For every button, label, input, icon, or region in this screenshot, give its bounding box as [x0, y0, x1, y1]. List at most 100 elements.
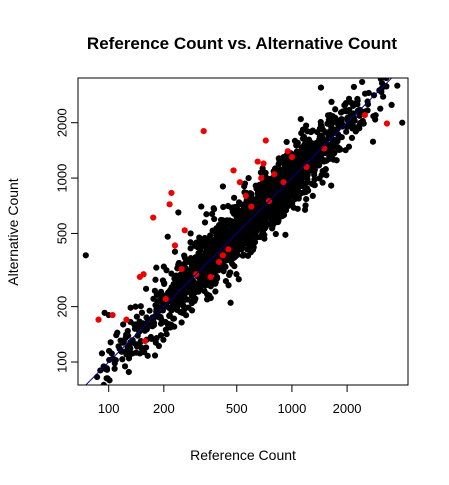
highlight-point: [207, 273, 214, 281]
data-point: [227, 299, 234, 306]
y-axis: 100 200 500 1000 2000: [55, 108, 79, 373]
data-point: [388, 101, 395, 108]
data-point: [233, 213, 240, 220]
data-point: [282, 207, 290, 214]
data-point: [170, 315, 178, 322]
data-point: [181, 252, 188, 259]
data-point: [386, 64, 392, 70]
data-point: [150, 322, 157, 329]
data-point: [219, 183, 226, 190]
data-point: [150, 295, 157, 302]
y-tick-label: 500: [55, 223, 70, 245]
data-point: [305, 136, 313, 143]
data-point: [193, 256, 200, 263]
data-point: [351, 117, 358, 124]
data-point: [322, 166, 329, 173]
data-point: [302, 202, 309, 209]
data-point: [231, 219, 238, 226]
data-point: [392, 70, 398, 76]
data-point: [165, 304, 172, 311]
data-point: [166, 312, 173, 319]
data-point: [350, 125, 358, 132]
data-point: [310, 181, 317, 188]
data-point: [245, 174, 252, 182]
data-point: [242, 227, 249, 234]
highlight-point: [109, 311, 116, 319]
highlight-point: [150, 214, 157, 221]
data-point: [303, 196, 310, 203]
highlight-point: [95, 316, 102, 323]
data-point: [317, 84, 325, 91]
data-point: [248, 210, 255, 217]
data-point: [154, 303, 161, 310]
highlight-point: [236, 179, 243, 186]
data-point: [271, 209, 278, 216]
data-point: [123, 351, 130, 358]
data-point: [359, 117, 366, 125]
data-point: [343, 128, 350, 135]
data-point: [222, 277, 230, 285]
data-point: [311, 171, 318, 178]
data-point: [345, 65, 351, 71]
data-point: [133, 313, 140, 320]
data-point: [324, 120, 331, 127]
data-point: [123, 331, 130, 338]
highlight-point: [284, 148, 291, 155]
data-point: [272, 230, 279, 238]
data-point: [215, 244, 223, 251]
data-point: [293, 142, 300, 149]
data-point: [184, 288, 191, 296]
data-point: [337, 109, 345, 116]
data-point: [179, 289, 186, 296]
data-point: [175, 209, 182, 216]
data-point: [369, 138, 377, 145]
data-point: [180, 306, 188, 314]
data-point: [222, 222, 229, 230]
highlight-point: [262, 137, 269, 144]
data-point: [321, 157, 328, 164]
x-tick-label: 1000: [277, 401, 306, 416]
y-tick-label: 200: [55, 296, 70, 318]
data-point: [215, 222, 223, 229]
data-point: [193, 266, 200, 273]
data-point: [304, 176, 311, 183]
data-point: [290, 204, 297, 211]
data-point: [188, 298, 195, 305]
data-point: [383, 78, 390, 82]
data-point: [104, 375, 111, 382]
data-point: [201, 219, 209, 226]
data-point: [209, 261, 216, 268]
data-point: [293, 174, 301, 181]
data-point: [259, 230, 266, 237]
data-point: [264, 214, 271, 221]
data-point: [195, 250, 202, 257]
data-point: [337, 121, 344, 129]
data-point: [342, 99, 350, 107]
data-point: [376, 64, 382, 70]
data-point: [112, 386, 118, 392]
data-point: [233, 271, 240, 278]
data-point: [212, 288, 219, 295]
data-point: [93, 392, 99, 398]
highlight-point: [383, 120, 391, 127]
data-point: [277, 168, 284, 175]
data-point: [112, 357, 119, 364]
data-point: [132, 341, 139, 348]
highlight-point: [123, 316, 130, 323]
data-point: [226, 271, 233, 279]
data-point: [181, 296, 188, 303]
data-point: [343, 123, 351, 130]
data-point: [106, 356, 113, 364]
data-point: [150, 316, 157, 323]
data-point: [142, 344, 150, 351]
data-point: [160, 263, 167, 270]
data-point: [211, 215, 218, 223]
data-point: [208, 210, 216, 218]
data-point: [230, 230, 237, 237]
data-point: [381, 67, 387, 73]
data-point: [143, 314, 150, 321]
data-point: [151, 287, 158, 294]
data-point: [220, 203, 227, 211]
data-point: [120, 321, 127, 328]
data-point: [368, 71, 374, 77]
